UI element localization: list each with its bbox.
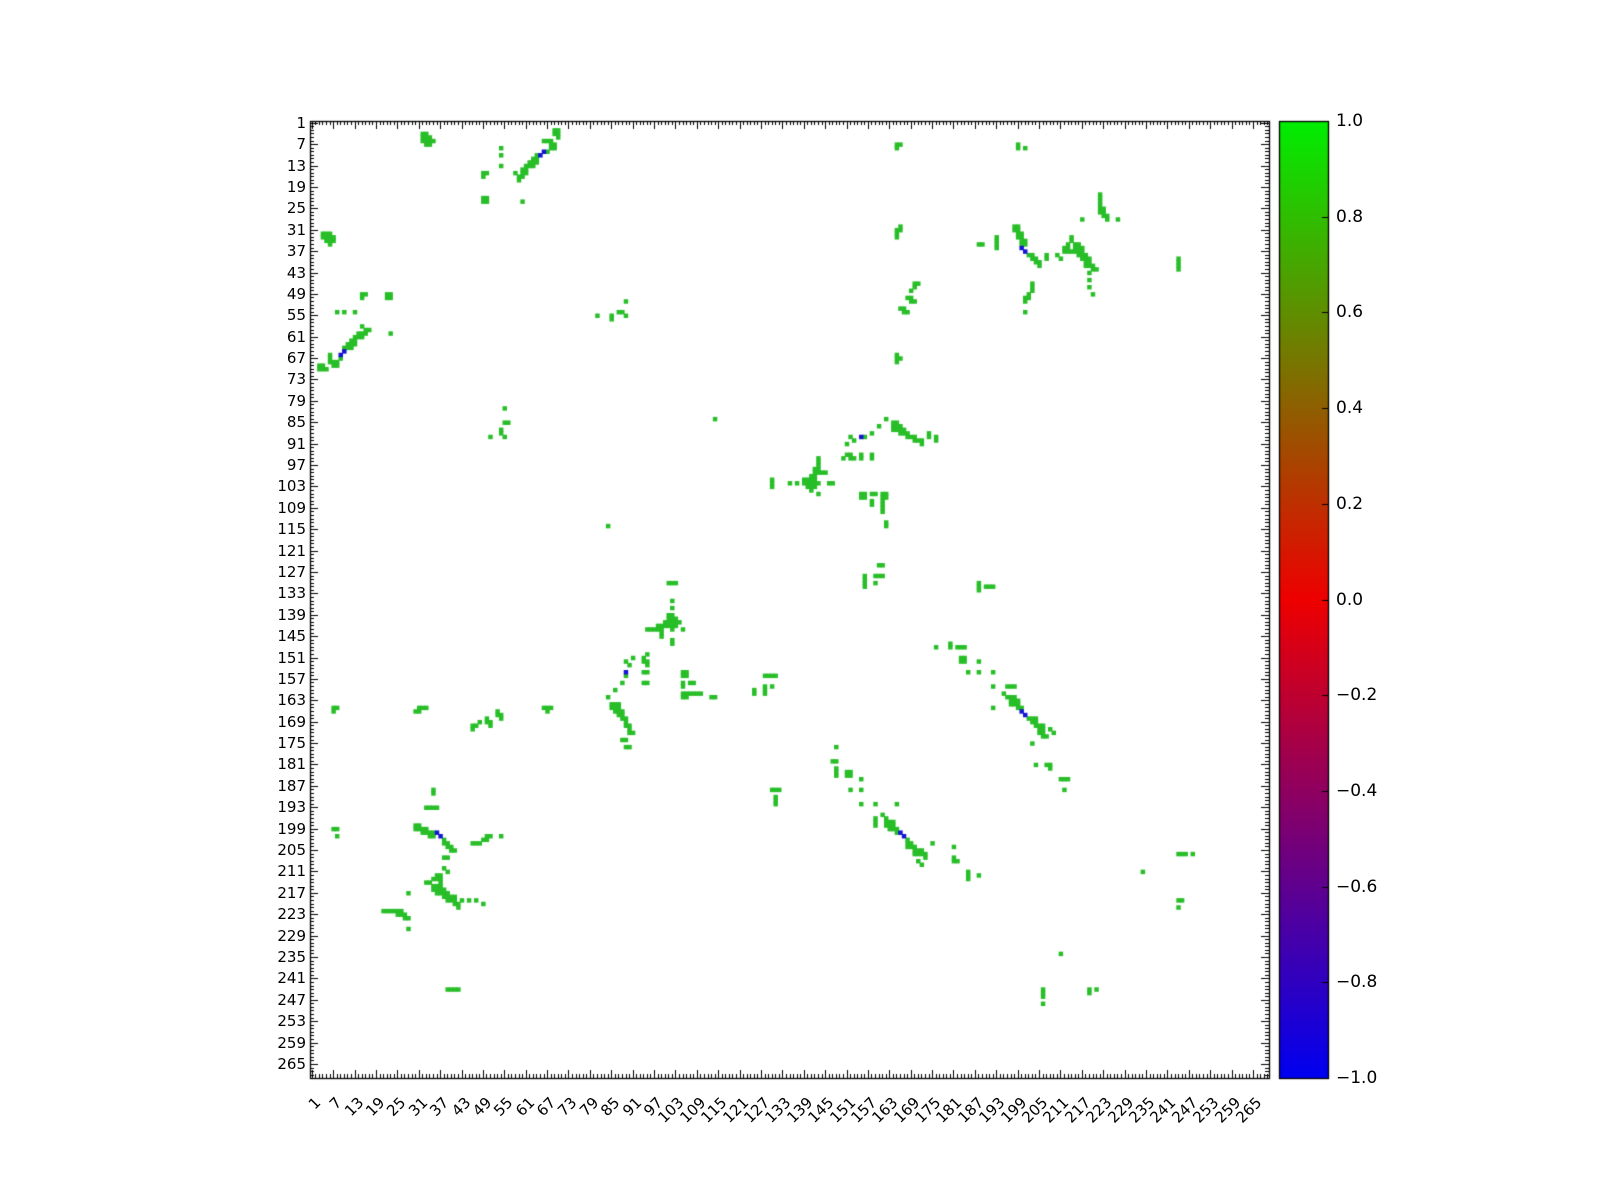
- y-tick-label: 133: [277, 584, 306, 603]
- y-tick-label: 103: [277, 477, 306, 496]
- y-tick-label: 97: [286, 456, 306, 475]
- y-tick-label: 49: [286, 284, 306, 303]
- y-tick-label: 145: [277, 627, 306, 646]
- y-tick-label: 67: [286, 349, 306, 368]
- y-tick-label: 109: [277, 498, 306, 517]
- y-tick-label: 217: [277, 883, 306, 902]
- y-tick-label: 151: [277, 648, 306, 667]
- y-tick-label: 43: [286, 263, 306, 282]
- colorbar-tick-label: −1.0: [1336, 1068, 1378, 1088]
- y-tick-label: 13: [286, 156, 306, 175]
- y-tick-label: 229: [277, 926, 306, 945]
- colorbar-tick-label: 0.8: [1336, 206, 1364, 227]
- y-tick-label: 169: [277, 712, 306, 731]
- y-tick-label: 163: [277, 691, 306, 710]
- y-tick-label: 31: [286, 220, 306, 239]
- colorbar-tick-label: −0.4: [1336, 780, 1378, 801]
- y-tick-label: 247: [277, 990, 306, 1009]
- y-tick-label: 259: [277, 1033, 306, 1052]
- y-tick-label: 7: [296, 135, 306, 154]
- y-tick-label: 55: [286, 306, 306, 325]
- y-tick-label: 91: [286, 434, 306, 453]
- y-tick-label: 1: [296, 113, 306, 132]
- y-tick-label: 187: [277, 776, 306, 795]
- y-tick-label: 25: [286, 199, 306, 218]
- y-tick-label: 199: [277, 819, 306, 838]
- y-tick-label: 205: [277, 841, 306, 860]
- y-tick-label: 79: [286, 391, 306, 410]
- y-tick-label: 85: [286, 413, 306, 432]
- y-tick-label: 241: [277, 969, 306, 988]
- y-tick-label: 265: [277, 1054, 306, 1073]
- colorbar-tick-label: −0.8: [1336, 972, 1378, 993]
- y-tick-label: 121: [277, 541, 306, 560]
- y-tick-label: 115: [277, 520, 306, 539]
- colorbar-tick-label: −0.6: [1336, 876, 1378, 897]
- y-tick-label: 181: [277, 755, 306, 774]
- y-tick-label: 61: [286, 327, 306, 346]
- y-tick-label: 157: [277, 669, 306, 688]
- colorbar-tick-label: 0.6: [1336, 302, 1364, 323]
- colorbar-tick-label: 0.4: [1336, 398, 1364, 419]
- y-tick-label: 223: [277, 905, 306, 924]
- colorbar-tick-label: 1.0: [1336, 111, 1364, 131]
- y-tick-label: 211: [277, 862, 306, 881]
- y-tick-label: 193: [277, 798, 306, 817]
- y-tick-label: 73: [286, 370, 306, 389]
- y-tick-label: 37: [286, 242, 306, 261]
- y-tick-label: 19: [286, 177, 306, 196]
- y-tick-label: 127: [277, 562, 306, 581]
- y-tick-label: 139: [277, 605, 306, 624]
- colorbar-tick-label: −0.2: [1336, 685, 1378, 706]
- colorbar-tick-label: 0.2: [1336, 493, 1364, 514]
- y-tick-label: 253: [277, 1012, 306, 1031]
- y-tick-label: 175: [277, 734, 306, 753]
- y-tick-label: 235: [277, 948, 306, 966]
- colorbar-tick-label: 0.0: [1336, 589, 1364, 610]
